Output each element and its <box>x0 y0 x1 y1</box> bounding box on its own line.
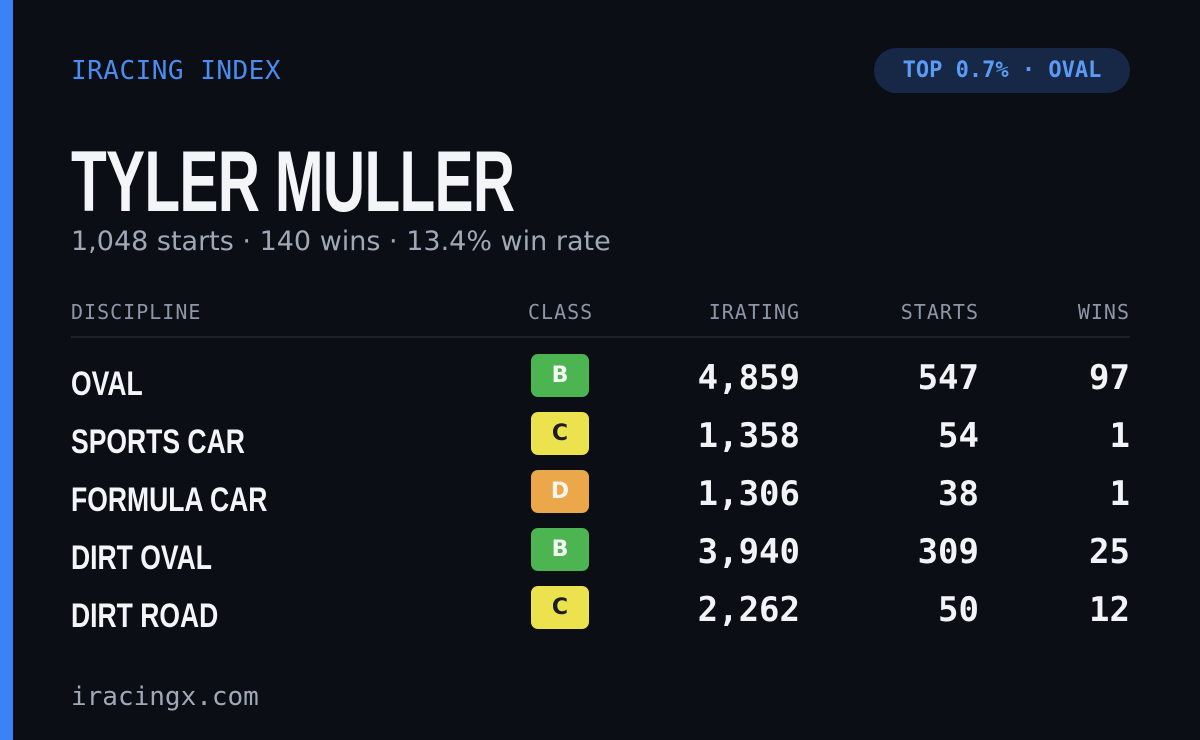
stat-value: 4,859 <box>697 358 800 398</box>
class-badge: B <box>531 528 589 571</box>
discipline: DIRT OVAL <box>71 539 212 577</box>
stat-value: 2,262 <box>697 590 800 630</box>
header-rule <box>71 336 1130 338</box>
discipline: DIRT ROAD <box>71 597 219 635</box>
player-summary: 1,048 starts · 140 wins · 13.4% win rate <box>71 226 611 257</box>
stat-value: 1 <box>1109 416 1130 456</box>
player-name: TYLER MULLER <box>71 134 515 230</box>
discipline: OVAL <box>71 365 143 403</box>
column-header: WINS <box>1077 300 1130 324</box>
stat-value: 309 <box>917 532 979 572</box>
accent-bar <box>0 0 13 740</box>
stat-value: 50 <box>938 590 979 630</box>
class-badge: C <box>531 586 589 629</box>
stat-value: 1 <box>1109 474 1130 514</box>
stat-value: 3,940 <box>697 532 800 572</box>
stat-value: 1,306 <box>697 474 800 514</box>
column-header: CLASS <box>528 300 594 324</box>
column-header: IRATING <box>708 300 800 324</box>
stat-value: 1,358 <box>697 416 800 456</box>
column-header: STARTS <box>900 300 979 324</box>
class-badge: B <box>531 354 589 397</box>
rank-badge: TOP 0.7% · OVAL <box>874 48 1130 93</box>
stat-value: 97 <box>1089 358 1130 398</box>
stat-value: 12 <box>1089 590 1130 630</box>
stat-value: 547 <box>917 358 979 398</box>
class-badge: C <box>531 412 589 455</box>
brand: IRACING INDEX <box>71 56 281 86</box>
stat-value: 54 <box>938 416 979 456</box>
column-header: DISCIPLINE <box>71 300 202 324</box>
stat-value: 25 <box>1089 532 1130 572</box>
discipline: FORMULA CAR <box>71 481 268 519</box>
class-badge: D <box>531 470 589 513</box>
footer-site: iracingx.com <box>71 682 259 712</box>
discipline: SPORTS CAR <box>71 423 245 461</box>
stat-value: 38 <box>938 474 979 514</box>
